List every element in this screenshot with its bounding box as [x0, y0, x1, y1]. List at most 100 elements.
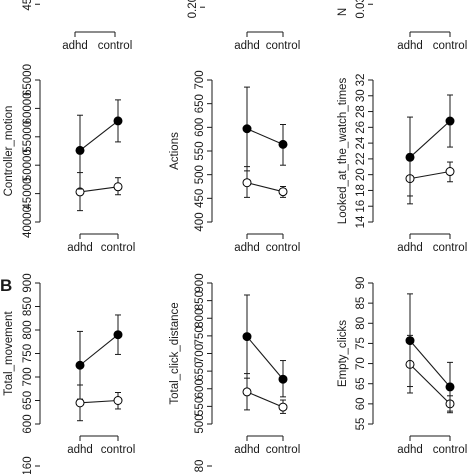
x-tick-label: adhd: [234, 40, 260, 52]
x-tick-label: adhd: [397, 242, 423, 254]
y-tick-label: 800: [194, 309, 206, 328]
data-point: [445, 382, 455, 392]
data-point: [242, 178, 252, 188]
y-tick-label: 65000: [22, 64, 34, 96]
series-filled: [405, 94, 455, 197]
y-axis-label: Looked_at_the_watch_times: [337, 78, 349, 225]
y-tick-label: 45000: [22, 178, 34, 210]
y-tick-label: 80: [355, 317, 367, 330]
y-tick-label: 90: [355, 277, 367, 290]
series-line: [246, 128, 284, 145]
data-point: [405, 336, 415, 346]
y-tick-label: 0.035: [355, 0, 367, 19]
series-line: [409, 120, 451, 158]
series-open: [242, 373, 288, 414]
y-tick-label: 160: [22, 456, 34, 474]
y-tick-label: 14: [355, 215, 367, 228]
y-tick-label: 75: [355, 337, 367, 350]
y-tick-label: 26: [355, 121, 367, 134]
series-filled: [242, 294, 288, 398]
series-line: [79, 399, 119, 404]
y-tick-label: 60: [355, 397, 367, 410]
series-filled: [75, 99, 123, 190]
y-tick-label: 700: [194, 70, 206, 89]
x-tick-label: adhd: [62, 40, 88, 52]
data-point: [113, 396, 123, 405]
x-tick-label: control: [433, 444, 468, 456]
y-tick-label: 60000: [22, 92, 34, 124]
data-point: [75, 360, 85, 370]
y-tick-label: 55000: [22, 121, 34, 153]
section-label-b: B: [0, 276, 12, 295]
y-tick-label: 750: [194, 326, 206, 345]
y-tick-label: 800: [22, 320, 34, 339]
y-tick-label: 80: [194, 460, 206, 473]
y-tick-label: 70: [355, 357, 367, 370]
panel-10: 160: [22, 456, 40, 474]
data-point: [278, 374, 288, 384]
data-point: [113, 182, 123, 192]
data-point: [445, 116, 455, 126]
y-tick-label: 55: [355, 418, 367, 431]
panel-5: 400 450 500 550 600 650 700 Actions adhd control: [169, 70, 300, 254]
x-tick-label: adhd: [67, 242, 93, 254]
y-tick-label: 900: [22, 273, 34, 292]
y-tick-label: 400: [194, 212, 206, 231]
y-tick-label: 450: [194, 189, 206, 208]
x-tick-label: adhd: [67, 444, 93, 456]
panel-6: 14 16 18 20 22 24 26 28 30 32 Looked_at_the_watch_…: [337, 74, 467, 254]
series-filled: [405, 293, 455, 412]
series-line: [409, 363, 451, 405]
data-point: [445, 167, 455, 177]
x-tick-label: adhd: [234, 444, 260, 456]
y-axis-label: Total_click_distance: [169, 302, 181, 404]
series-line: [409, 170, 451, 180]
y-tick-label: 45: [22, 0, 34, 11]
series-line: [79, 186, 119, 193]
y-axis-label: Controller_motion: [3, 106, 15, 197]
y-tick-label: 20: [355, 168, 367, 181]
data-point: [75, 145, 85, 155]
y-tick-label: 28: [355, 105, 367, 118]
y-tick-label: 85: [355, 297, 367, 310]
y-axis-label: Actions: [169, 132, 181, 170]
series-open: [75, 384, 123, 422]
x-tick-label: control: [266, 40, 301, 52]
y-tick-label: 40000: [22, 206, 34, 238]
panel-2: 0.20 adhd control: [187, 0, 300, 52]
series-open: [405, 153, 455, 205]
y-tick-label: 65: [355, 377, 367, 390]
y-tick-label: 16: [355, 200, 367, 213]
y-tick-label: 900: [194, 273, 206, 292]
x-tick-label: control: [266, 242, 301, 254]
y-tick-label: 650: [194, 94, 206, 113]
data-point: [242, 332, 252, 342]
data-point: [75, 398, 85, 408]
x-tick-label: control: [433, 40, 468, 52]
y-tick-label: 650: [194, 362, 206, 381]
y-tick-label: 550: [194, 397, 206, 416]
x-tick-label: adhd: [397, 40, 423, 52]
y-tick-label: 500: [194, 165, 206, 184]
y-tick-label: 500: [194, 414, 206, 433]
y-tick-label: 22: [355, 152, 367, 165]
y-tick-label: 700: [194, 344, 206, 363]
series-line: [409, 340, 451, 388]
x-tick-label: control: [266, 444, 301, 456]
data-point: [113, 330, 123, 340]
y-tick-label: 18: [355, 184, 367, 197]
data-point: [278, 187, 288, 197]
series-line: [246, 391, 284, 408]
panel-11: 80: [194, 460, 212, 473]
series-line: [246, 182, 284, 193]
y-tick-label: 0.20: [187, 0, 199, 18]
series-filled: [242, 86, 288, 172]
data-point: [278, 139, 288, 149]
y-tick-label: 850: [194, 291, 206, 310]
x-tick-label: control: [101, 444, 136, 456]
